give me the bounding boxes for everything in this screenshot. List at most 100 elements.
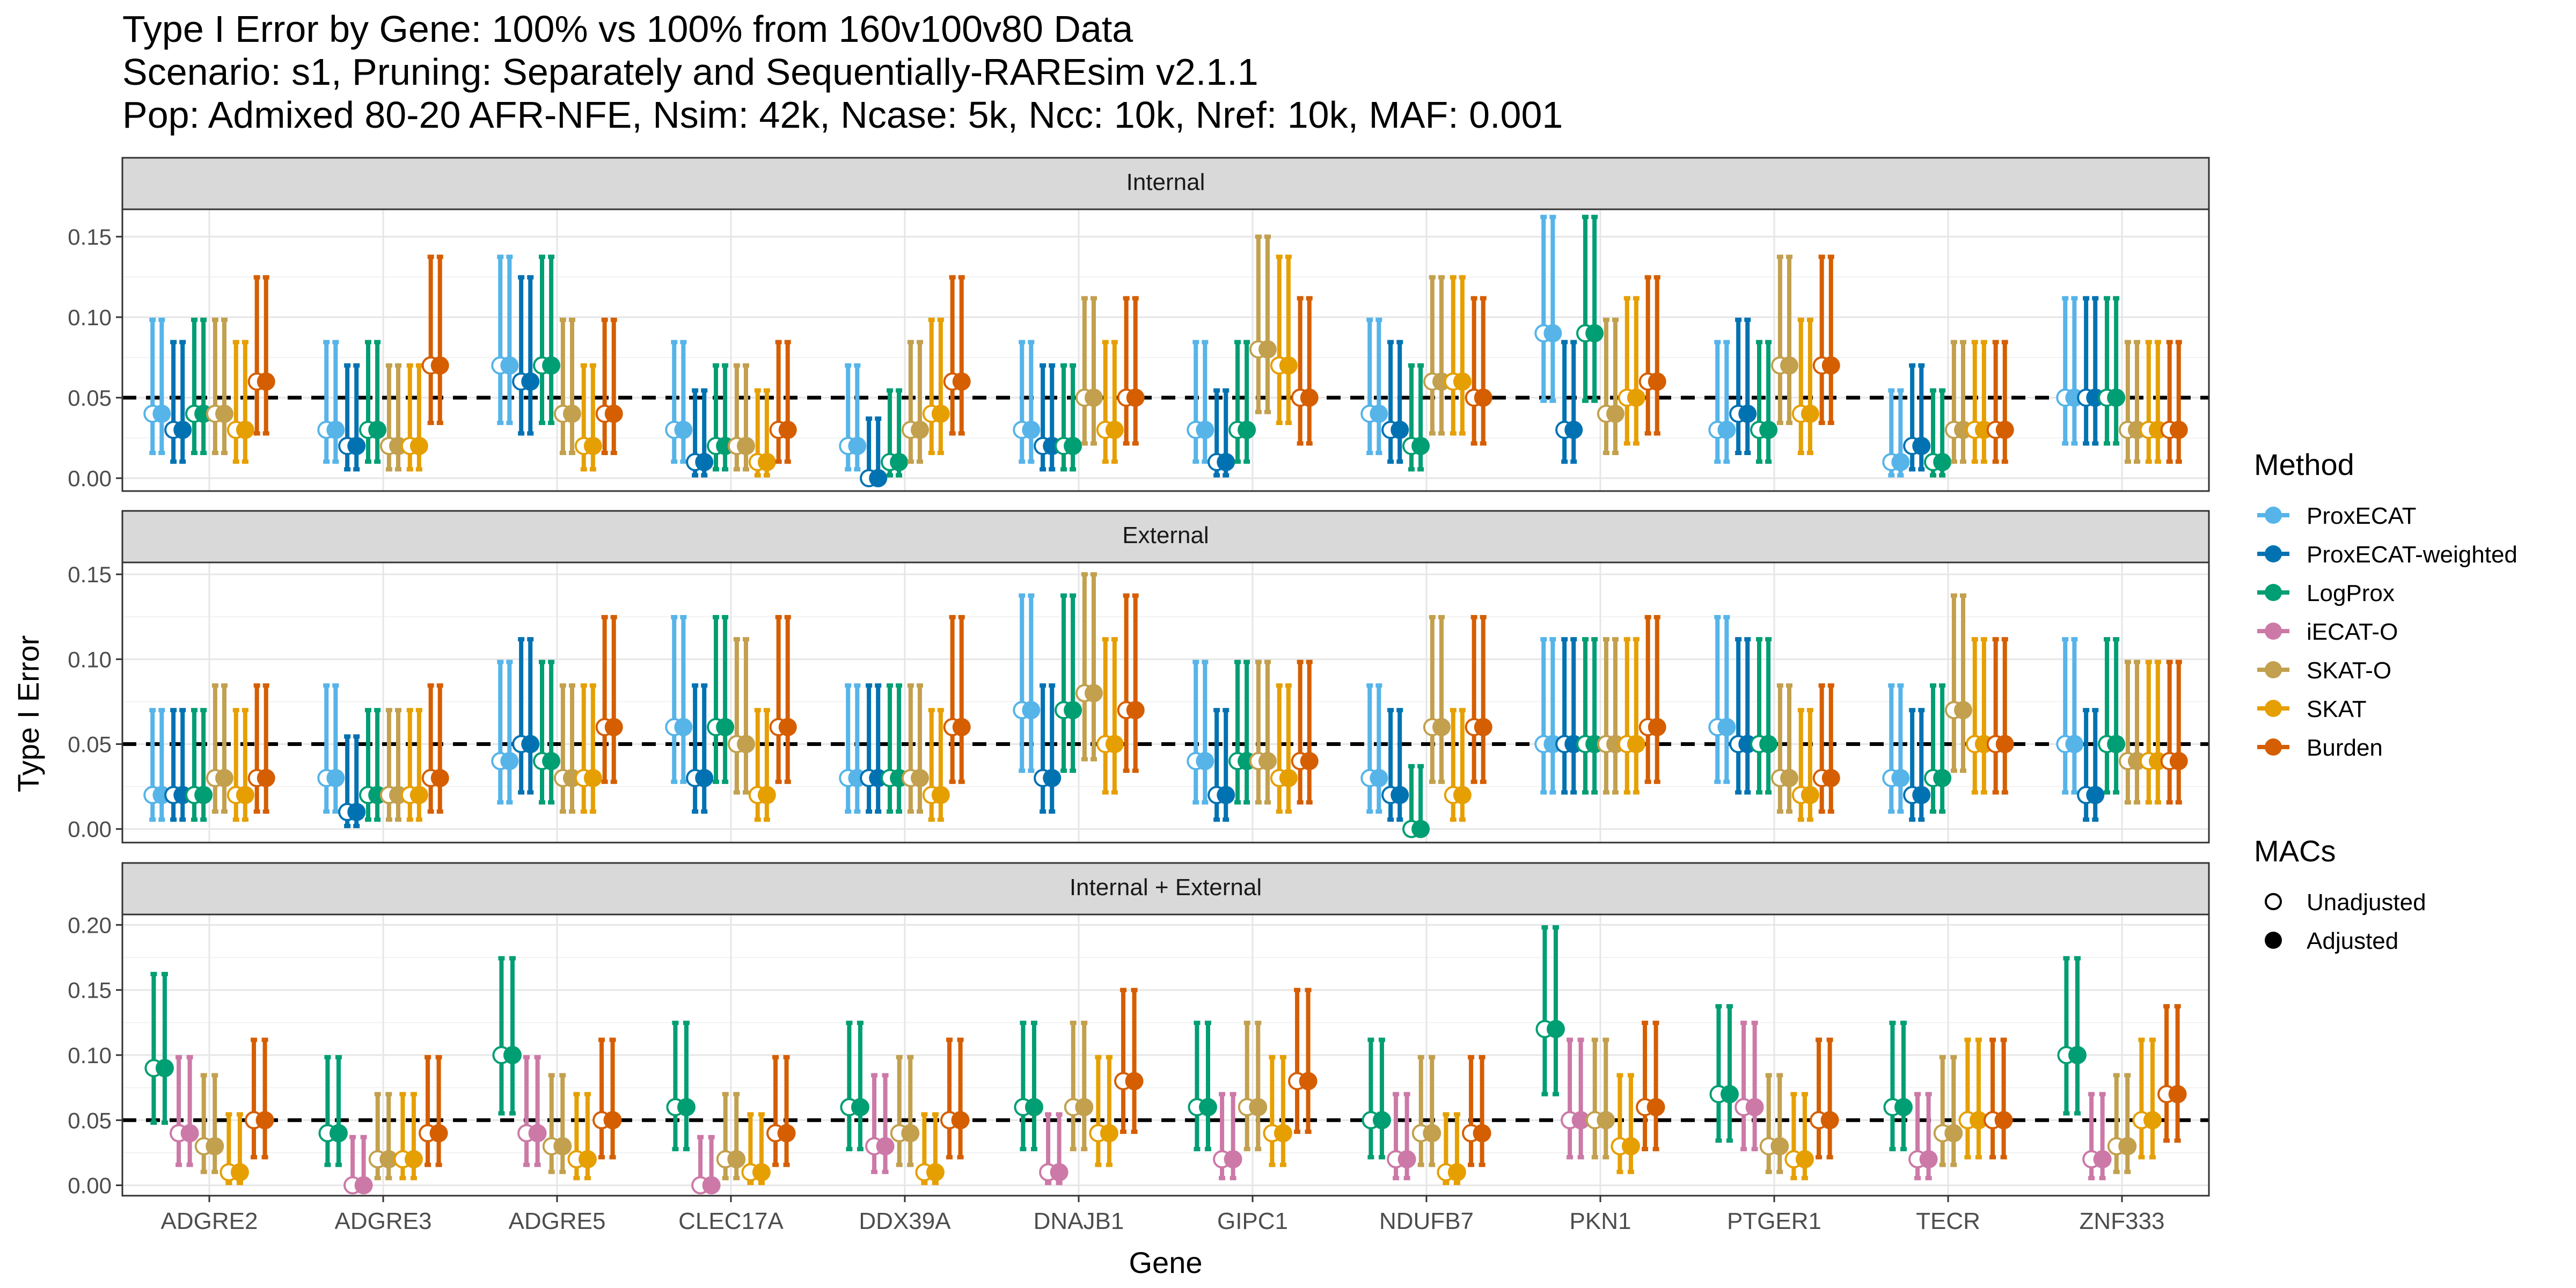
mark-logprox-tecr-adjusted-point	[1933, 453, 1952, 471]
mark-skat-o-gipc1-adjusted-point	[1258, 752, 1277, 771]
chart-title-line-3: Pop: Admixed 80-20 AFR-NFE, Nsim: 42k, N…	[122, 94, 1563, 136]
mark-skat-tecr-adjusted-point	[1969, 1111, 1988, 1130]
mark-skat-adgre3-adjusted-point	[404, 1150, 423, 1169]
mark-burden-pkn1-adjusted-point	[1646, 1098, 1665, 1117]
mark-skat-clec17a-adjusted-point	[757, 453, 776, 471]
x-tick-label-tecr: TECR	[1916, 1208, 1980, 1234]
mark-burden-tecr-adjusted-point	[1995, 735, 2014, 753]
mark-skat-gipc1-adjusted-point	[1279, 356, 1298, 375]
mark-proxecat-weighted-tecr-adjusted-point	[1912, 786, 1931, 804]
panel-border	[121, 561, 2210, 844]
mark-skat-adgre2-adjusted-point	[236, 421, 254, 439]
y-tick-label: 0.20	[68, 912, 112, 938]
mark-logprox-tecr-adjusted-point	[1894, 1098, 1913, 1117]
mark-skat-znf333-adjusted-point	[2143, 1111, 2162, 1130]
mark-proxecat-adgre5-adjusted-point	[500, 356, 519, 375]
legend-item-proxecat-weighted: ProxECAT-weighted	[2257, 541, 2518, 568]
legend-key-point	[2265, 700, 2282, 717]
mark-burden-gipc1-adjusted-point	[1300, 389, 1319, 407]
mark-skat-ndufb7-adjusted-point	[1453, 786, 1472, 804]
y-axis-label: Type I Error	[11, 635, 45, 793]
mark-logprox-pkn1-adjusted-point	[1546, 1020, 1565, 1038]
chart-title-line-1: Type I Error by Gene: 100% vs 100% from …	[122, 8, 1133, 50]
mark-proxecat-ptger1-adjusted-point	[1717, 718, 1736, 736]
panel-strip-label: External	[1122, 522, 1209, 548]
legend-item-skat-o: SKAT-O	[2257, 657, 2391, 684]
legend-item-skat: SKAT	[2257, 696, 2367, 722]
mark-logprox-ndufb7-adjusted-point	[1372, 1111, 1391, 1130]
mark-iecat-o-tecr-adjusted-point	[1919, 1150, 1938, 1169]
mark-logprox-znf333-adjusted-point	[2107, 735, 2126, 753]
mark-proxecat-weighted-ndufb7-adjusted-point	[1391, 421, 1409, 439]
mark-skat-o-ptger1-adjusted-point	[1780, 769, 1798, 787]
mark-proxecat-adgre3-adjusted-point	[326, 421, 345, 439]
mark-skat-o-adgre3-adjusted-point	[379, 1150, 398, 1169]
mark-logprox-adgre3-adjusted-point	[368, 421, 387, 439]
mark-iecat-o-ddx39a-adjusted-point	[876, 1137, 895, 1155]
mark-logprox-pkn1-adjusted-point	[1585, 324, 1604, 342]
mark-burden-adgre2-adjusted-point	[257, 769, 275, 787]
mark-proxecat-weighted-clec17a-adjusted-point	[695, 453, 714, 471]
mark-skat-gipc1-adjusted-point	[1279, 769, 1298, 787]
legend-label: Burden	[2307, 735, 2383, 761]
mark-burden-ptger1-adjusted-point	[1820, 1111, 1839, 1130]
mark-proxecat-weighted-ptger1-adjusted-point	[1738, 405, 1757, 423]
mark-skat-adgre5-adjusted-point	[583, 437, 602, 455]
mark-logprox-ptger1-adjusted-point	[1720, 1085, 1739, 1103]
mark-burden-ndufb7-adjusted-point	[1473, 1124, 1491, 1143]
mark-burden-adgre3-adjusted-point	[429, 1124, 448, 1143]
mark-logprox-ddx39a-adjusted-point	[851, 1098, 869, 1117]
mark-burden-clec17a-adjusted-point	[778, 718, 797, 736]
mark-proxecat-gipc1-adjusted-point	[1196, 752, 1214, 771]
panel-background	[122, 562, 2209, 843]
legend-label: SKAT	[2307, 696, 2367, 722]
legend-label: LogProx	[2307, 580, 2395, 606]
legend-key-filled-point	[2265, 932, 2282, 949]
mark-burden-adgre5-adjusted-point	[604, 405, 623, 423]
mark-burden-adgre2-adjusted-point	[257, 372, 275, 391]
mark-burden-ddx39a-adjusted-point	[952, 718, 971, 736]
mark-proxecat-weighted-adgre2-adjusted-point	[173, 421, 192, 439]
y-tick-label: 0.15	[68, 562, 112, 587]
mark-iecat-o-adgre3-adjusted-point	[354, 1176, 373, 1195]
mark-burden-dnajb1-adjusted-point	[1125, 1072, 1144, 1091]
panel-internal: Internal 0.00 0.05 0.10 0.15	[68, 157, 2210, 492]
y-tick-label: 0.10	[68, 305, 112, 330]
mark-skat-ptger1-adjusted-point	[1801, 405, 1819, 423]
mark-skat-gipc1-adjusted-point	[1274, 1124, 1292, 1143]
x-tick-label-adgre3: ADGRE3	[335, 1208, 432, 1234]
panel-strip-label: Internal + External	[1070, 874, 1262, 901]
mark-proxecat-weighted-ndufb7-adjusted-point	[1391, 786, 1409, 804]
mark-proxecat-ptger1-adjusted-point	[1717, 421, 1736, 439]
mark-burden-znf333-adjusted-point	[2168, 1085, 2187, 1103]
mark-iecat-o-ndufb7-adjusted-point	[1397, 1150, 1416, 1169]
legend-label: SKAT-O	[2307, 657, 2391, 684]
mark-skat-o-gipc1-adjusted-point	[1258, 340, 1277, 358]
mark-burden-tecr-adjusted-point	[1995, 421, 2014, 439]
mark-proxecat-adgre5-adjusted-point	[500, 752, 519, 771]
mark-burden-znf333-adjusted-point	[2169, 752, 2188, 771]
legend-key-open-point	[2265, 893, 2282, 910]
mark-burden-adgre5-adjusted-point	[603, 1111, 622, 1130]
mark-burden-dnajb1-adjusted-point	[1126, 389, 1145, 407]
mark-logprox-clec17a-adjusted-point	[716, 718, 735, 736]
mark-logprox-gipc1-adjusted-point	[1238, 421, 1256, 439]
mark-skat-o-adgre5-adjusted-point	[562, 405, 581, 423]
legend-item-burden: Burden	[2257, 735, 2383, 761]
mark-burden-ddx39a-adjusted-point	[952, 372, 971, 391]
mark-logprox-tecr-adjusted-point	[1933, 769, 1952, 787]
panel-strip	[121, 510, 2210, 564]
mark-proxecat-znf333-adjusted-point	[2065, 735, 2084, 753]
mark-proxecat-clec17a-adjusted-point	[674, 421, 693, 439]
mark-burden-adgre2-adjusted-point	[255, 1111, 274, 1130]
y-tick-label: 0.00	[68, 466, 112, 491]
mark-proxecat-weighted-gipc1-adjusted-point	[1217, 453, 1235, 471]
x-tick-label-pkn1: PKN1	[1570, 1208, 1631, 1234]
x-tick-label-adgre2: ADGRE2	[161, 1208, 258, 1234]
mark-burden-clec17a-adjusted-point	[777, 1124, 796, 1143]
mark-burden-ddx39a-adjusted-point	[951, 1111, 970, 1130]
mark-skat-o-dnajb1-adjusted-point	[1075, 1098, 1094, 1117]
mark-iecat-o-clec17a-adjusted-point	[702, 1176, 721, 1195]
legend-label: Unadjusted	[2307, 889, 2426, 916]
mark-skat-ddx39a-adjusted-point	[931, 786, 950, 804]
